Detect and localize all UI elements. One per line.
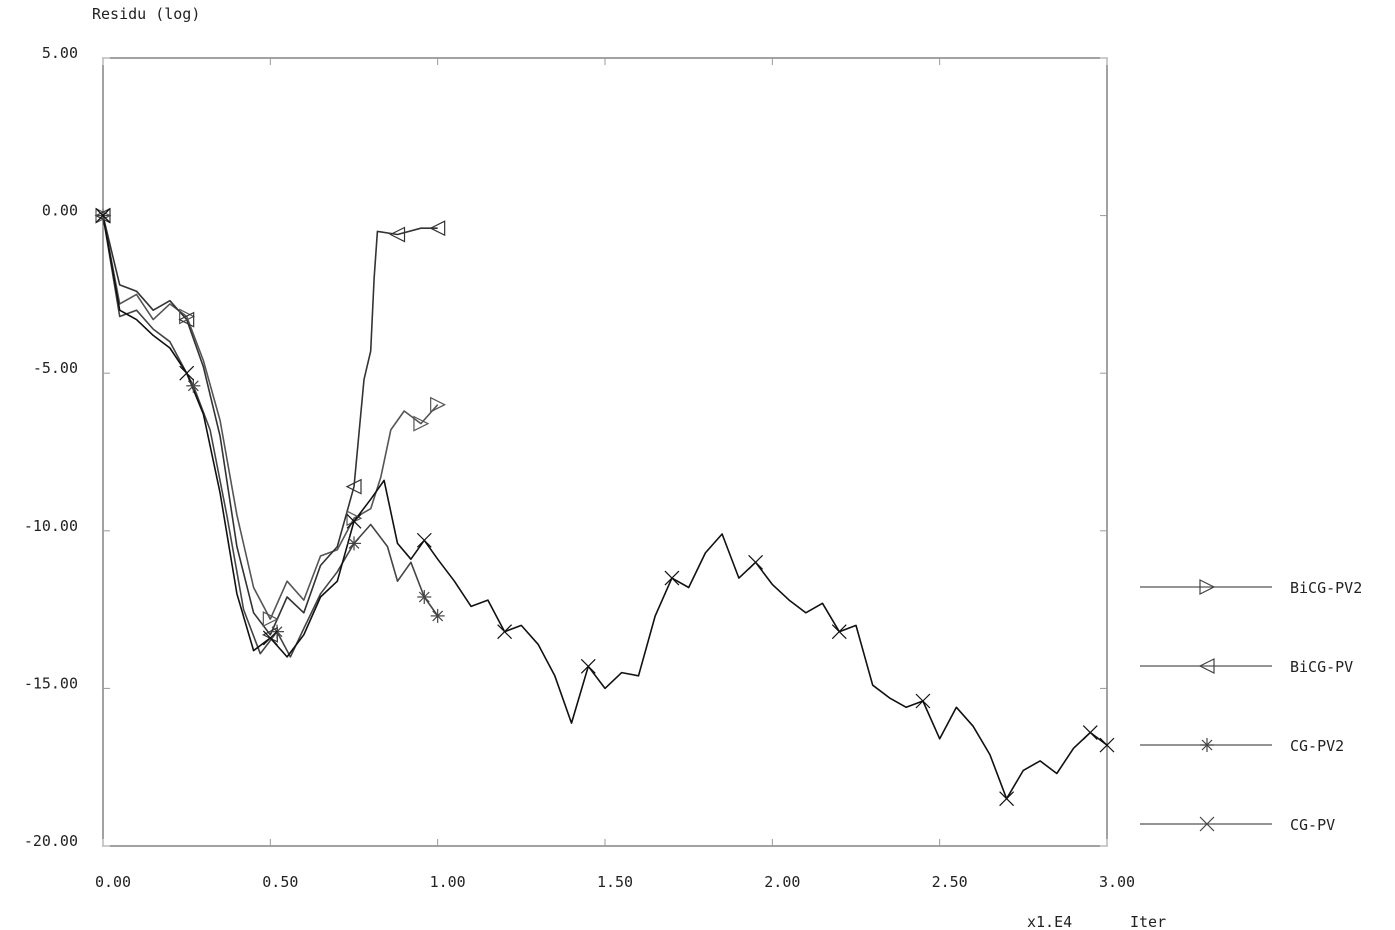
series-lines	[102, 215, 1108, 800]
y-tick-label: -20.00	[24, 832, 78, 850]
legend-marker	[1199, 579, 1216, 595]
data-point-cg-pv	[831, 624, 847, 640]
legend-marker	[1198, 658, 1215, 674]
legend-item-bicg-pv: BiCG-PV	[1140, 658, 1353, 676]
x-tick-label: 2.00	[764, 873, 800, 891]
data-point-cg-pv2	[417, 589, 432, 604]
data-point-bicg-pv2	[179, 308, 196, 325]
x-tick-label: 2.50	[932, 873, 968, 891]
grid-ticks	[102, 57, 1108, 847]
y-axis-label: Residu (log)	[92, 5, 200, 23]
data-point-bicg-pv	[178, 311, 195, 328]
data-point-cg-pv	[580, 658, 596, 674]
legend-label: CG-PV2	[1290, 737, 1344, 755]
data-point-cg-pv2	[186, 378, 201, 393]
data-point-cg-pv	[95, 208, 111, 224]
data-point-bicg-pv	[345, 478, 362, 495]
legend: BiCG-PV2 BiCG-PV CG-PV2 CG-PV	[1140, 579, 1362, 834]
data-point-cg-pv	[1099, 737, 1115, 753]
data-point-cg-pv2	[347, 536, 361, 551]
legend-marker	[1199, 816, 1215, 832]
series-line-bicg-pv2	[102, 215, 439, 620]
data-point-cg-pv	[262, 630, 278, 646]
x-tick-labels: 0.00 0.50 1.00 1.50 2.00 2.50 3.00	[95, 873, 1135, 891]
data-point-cg-pv	[416, 532, 432, 548]
x-tick-label: 1.00	[430, 873, 466, 891]
data-point-cg-pv2	[430, 608, 445, 623]
legend-item-cg-pv2: CG-PV2	[1140, 737, 1344, 755]
data-point-cg-pv	[346, 513, 362, 529]
data-point-cg-pv	[999, 791, 1015, 807]
legend-label: BiCG-PV2	[1290, 579, 1362, 597]
data-point-cg-pv	[497, 624, 513, 640]
legend-label: CG-PV	[1290, 816, 1335, 834]
data-point-bicg-pv	[389, 226, 406, 243]
series-line-cg-pv2	[102, 215, 439, 658]
x-axis-multiplier: x1.E4	[1027, 913, 1072, 930]
y-tick-label: -15.00	[24, 674, 78, 692]
data-point-cg-pv	[748, 554, 764, 570]
series-line-bicg-pv	[102, 215, 438, 636]
y-tick-labels: 5.00 0.00 -5.00 -10.00 -15.00 -20.00	[24, 44, 78, 850]
plot-frame	[102, 57, 1108, 847]
data-point-bicg-pv2	[262, 611, 279, 628]
x-axis-label: Iter	[1130, 913, 1166, 930]
legend-item-bicg-pv2: BiCG-PV2	[1140, 579, 1362, 597]
legend-marker	[1200, 738, 1214, 752]
data-point-bicg-pv	[429, 220, 446, 237]
legend-label: BiCG-PV	[1290, 658, 1353, 676]
x-tick-label: 3.00	[1099, 873, 1135, 891]
data-point-cg-pv	[1082, 725, 1098, 740]
x-tick-label: 1.50	[597, 873, 633, 891]
x-tick-label: 0.00	[95, 873, 131, 891]
data-point-bicg-pv2	[430, 396, 447, 413]
series-line-cg-pv	[102, 215, 1108, 800]
x-tick-label: 0.50	[262, 873, 298, 891]
data-point-cg-pv	[179, 365, 195, 381]
legend-item-cg-pv: CG-PV	[1140, 816, 1335, 834]
y-tick-label: 0.00	[42, 202, 78, 220]
y-tick-label: -5.00	[33, 359, 78, 377]
y-tick-label: -10.00	[24, 517, 78, 535]
data-point-bicg-pv2	[413, 415, 430, 432]
y-tick-label: 5.00	[42, 44, 78, 62]
data-point-cg-pv	[915, 693, 931, 709]
data-point-cg-pv	[664, 570, 680, 586]
series-markers	[94, 207, 1115, 807]
